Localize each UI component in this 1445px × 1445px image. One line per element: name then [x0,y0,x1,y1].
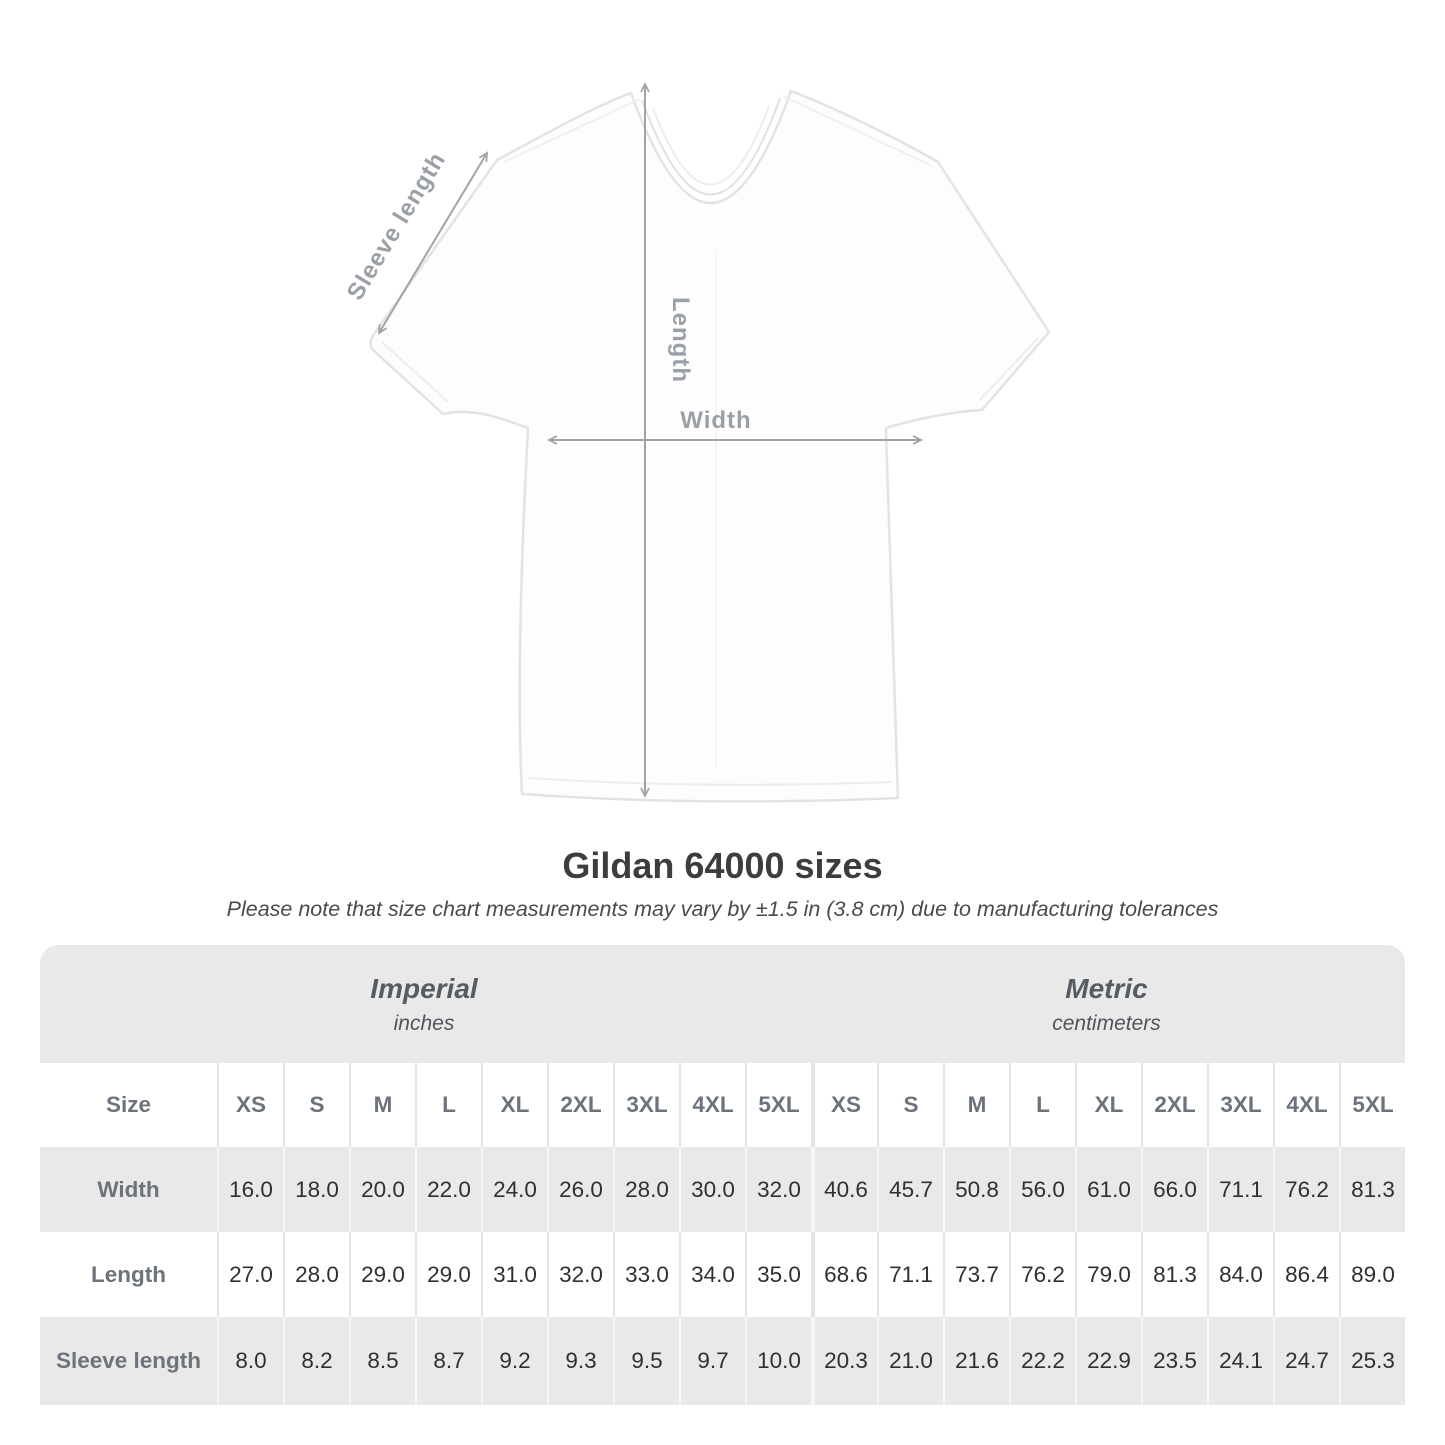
value-cell: 34.0 [679,1232,745,1317]
metric-section-header: Metric centimeters [808,945,1405,1063]
value-cell: 86.4 [1273,1232,1339,1317]
size-col-header: 3XL [1207,1063,1273,1147]
value-cell: 29.0 [349,1232,415,1317]
value-cell: 20.3 [811,1317,877,1405]
value-cell: 25.3 [1339,1317,1405,1405]
size-col-header: 5XL [745,1063,811,1147]
value-cell: 9.3 [547,1317,613,1405]
row-label: Length [91,1261,166,1287]
imperial-section-unit: inches [393,1011,455,1035]
value-cell: 33.0 [613,1232,679,1317]
value-cell: 9.2 [481,1317,547,1405]
measurement-row-length: Length 27.0 28.0 29.0 29.0 31.0 32.0 33.0 34.0 35… [40,1232,1405,1317]
value-cell: 22.9 [1075,1317,1141,1405]
imperial-section-header: Imperial inches [40,945,808,1063]
value-cell: 81.3 [1339,1147,1405,1232]
value-cell: 89.0 [1339,1232,1405,1317]
measurement-arrows [377,81,924,799]
value-cell: 71.1 [877,1232,943,1317]
row-label: Width [97,1176,160,1202]
value-cell: 24.1 [1207,1317,1273,1405]
size-row-label: Size [105,1092,152,1117]
value-cell: 76.2 [1273,1147,1339,1232]
size-col-header: XS [217,1063,283,1147]
size-col-header: XS [811,1063,877,1147]
size-col-header: 3XL [613,1063,679,1147]
value-cell: 26.0 [547,1147,613,1232]
value-cell: 27.0 [217,1232,283,1317]
value-cell: 24.0 [481,1147,547,1232]
value-cell: 24.7 [1273,1317,1339,1405]
metric-section-unit: centimeters [1052,1011,1161,1035]
size-col-header: XL [481,1063,547,1147]
size-table-body: Size XS S M L XL 2XL 3XL 4XL 5XL XS S M L XL 2XL 3XL 4XL 5… [40,1063,1405,1405]
size-col-header: 4XL [679,1063,745,1147]
metric-section-title: Metric [1065,972,1148,1004]
value-cell: 30.0 [679,1147,745,1232]
imperial-section-title: Imperial [370,972,478,1004]
value-cell: 50.8 [943,1147,1009,1232]
size-col-header: M [943,1063,1009,1147]
value-cell: 56.0 [1009,1147,1075,1232]
value-cell: 18.0 [283,1147,349,1232]
value-cell: 73.7 [943,1232,1009,1317]
value-cell: 45.7 [877,1147,943,1232]
size-col-header: S [283,1063,349,1147]
value-cell: 28.0 [613,1147,679,1232]
size-col-header: 5XL [1339,1063,1405,1147]
page-title: Gildan 64000 sizes [562,845,883,886]
value-cell: 66.0 [1141,1147,1207,1232]
value-cell: 61.0 [1075,1147,1141,1232]
value-cell: 32.0 [547,1232,613,1317]
measurement-row-sleeve-length: Sleeve length 8.0 8.2 8.5 8.7 9.2 9.3 9.5 9.7 10.… [40,1317,1405,1405]
size-col-header: S [877,1063,943,1147]
size-table: Imperial inches Metric centimeters Size X… [40,945,1405,1405]
value-cell: 10.0 [745,1317,811,1405]
size-header-row: Size XS S M L XL 2XL 3XL 4XL 5XL XS S M L XL 2XL 3XL 4XL 5… [40,1063,1405,1147]
size-col-header: L [415,1063,481,1147]
sleeve-length-arrow [377,151,489,335]
value-cell: 84.0 [1207,1232,1273,1317]
size-col-header: 2XL [547,1063,613,1147]
size-table-header: Imperial inches Metric centimeters [40,945,1405,1063]
value-cell: 71.1 [1207,1147,1273,1232]
value-cell: 68.6 [811,1232,877,1317]
value-cell: 22.0 [415,1147,481,1232]
value-cell: 8.7 [415,1317,481,1405]
value-cell: 23.5 [1141,1317,1207,1405]
value-cell: 76.2 [1009,1232,1075,1317]
value-cell: 81.3 [1141,1232,1207,1317]
tshirt-silhouette [369,89,1051,803]
tolerance-note: Please note that size chart measurements… [226,897,1219,921]
value-cell: 8.2 [283,1317,349,1405]
row-label: Sleeve length [55,1348,202,1373]
value-cell: 9.7 [679,1317,745,1405]
value-cell: 40.6 [811,1147,877,1232]
size-col-header: XL [1075,1063,1141,1147]
size-col-header: 4XL [1273,1063,1339,1147]
value-cell: 21.0 [877,1317,943,1405]
width-label: Width [680,407,751,434]
value-cell: 31.0 [481,1232,547,1317]
value-cell: 22.2 [1009,1317,1075,1405]
value-cell: 35.0 [745,1232,811,1317]
value-cell: 28.0 [283,1232,349,1317]
value-cell: 29.0 [415,1232,481,1317]
value-cell: 8.5 [349,1317,415,1405]
value-cell: 9.5 [613,1317,679,1405]
tshirt-diagram: Width Length Sleeve length [342,81,1051,803]
value-cell: 16.0 [217,1147,283,1232]
measurement-row-width: Width 16.0 18.0 20.0 22.0 24.0 26.0 28.0 30.0 32.… [40,1147,1405,1232]
size-col-header: 2XL [1141,1063,1207,1147]
value-cell: 21.6 [943,1317,1009,1405]
value-cell: 32.0 [745,1147,811,1232]
value-cell: 20.0 [349,1147,415,1232]
size-col-header: M [349,1063,415,1147]
value-cell: 8.0 [217,1317,283,1405]
value-cell: 79.0 [1075,1232,1141,1317]
size-col-header: L [1009,1063,1075,1147]
length-label: Length [667,297,694,383]
